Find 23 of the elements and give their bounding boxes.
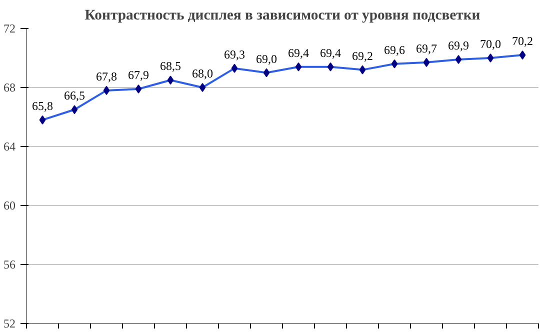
data-label: 65,8 xyxy=(32,98,53,113)
y-tick-label: 64 xyxy=(4,140,16,154)
data-label: 69,6 xyxy=(384,42,405,57)
data-label: 69,7 xyxy=(416,41,437,56)
y-tick-label: 56 xyxy=(4,258,16,272)
chart-title: Контрастность дисплея в зависимости от уровня подсветки xyxy=(84,8,481,24)
data-label: 68,0 xyxy=(192,66,213,80)
data-label: 69,4 xyxy=(320,46,341,60)
data-label: 69,2 xyxy=(352,48,373,63)
data-label: 66,5 xyxy=(64,88,85,103)
data-label: 67,9 xyxy=(128,68,149,82)
y-tick-label: 72 xyxy=(4,22,16,36)
data-label: 69,4 xyxy=(288,46,309,60)
data-label: 67,8 xyxy=(96,69,117,84)
data-label: 70,0 xyxy=(480,37,501,51)
data-label: 68,5 xyxy=(160,59,181,74)
y-tick-label: 52 xyxy=(4,316,16,330)
data-label: 70,2 xyxy=(512,34,533,48)
y-tick-label: 68 xyxy=(4,80,16,94)
data-label: 69,0 xyxy=(256,52,277,66)
data-label: 69,9 xyxy=(448,38,469,52)
y-tick-label: 60 xyxy=(4,198,16,212)
data-label: 69,3 xyxy=(224,47,245,62)
